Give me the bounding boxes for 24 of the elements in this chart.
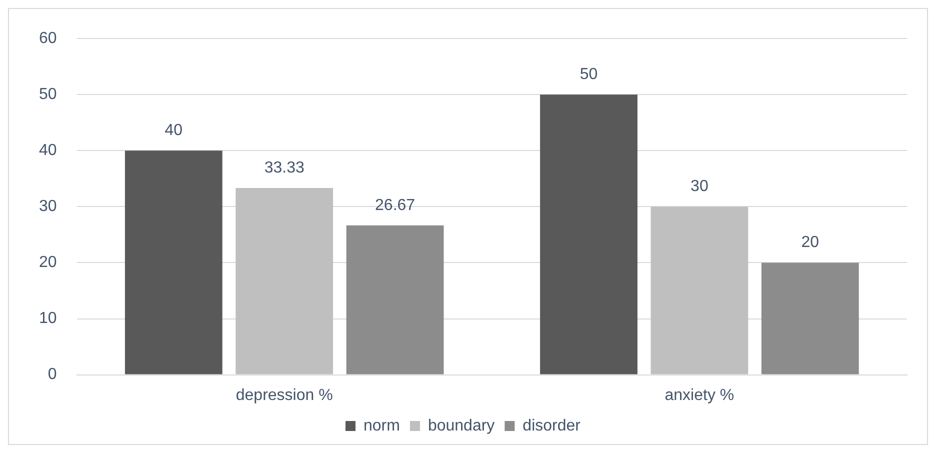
y-tick-label: 20 (39, 254, 57, 272)
x-tick-label: depression % (236, 386, 333, 404)
y-tick-label: 40 (39, 142, 57, 160)
legend-label: boundary (428, 417, 495, 434)
data-label: 30 (690, 178, 708, 196)
data-label: 33.33 (264, 159, 304, 176)
bar (124, 150, 222, 374)
y-tick-label: 60 (39, 30, 57, 48)
bar (346, 225, 444, 374)
legend-label: disorder (522, 417, 582, 434)
x-tick-label: anxiety % (664, 386, 734, 404)
y-tick-label: 30 (39, 198, 57, 216)
data-label: 26.67 (375, 196, 416, 214)
data-label: 20 (801, 234, 820, 252)
y-tick-label: 0 (48, 366, 57, 384)
bar (540, 94, 638, 374)
bar (761, 262, 859, 374)
legend-label: norm (364, 417, 400, 434)
data-label: 40 (164, 122, 183, 140)
data-label: 50 (580, 66, 598, 84)
bar (650, 206, 748, 374)
bar (236, 188, 334, 374)
y-tick-label: 10 (39, 310, 57, 328)
y-tick-label: 50 (39, 86, 57, 104)
